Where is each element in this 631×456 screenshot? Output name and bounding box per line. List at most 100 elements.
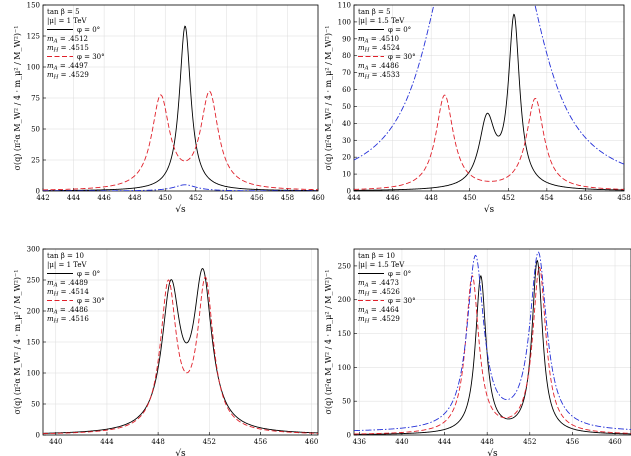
x-tick-label: 456 xyxy=(579,194,593,202)
x-tick-label: 456 xyxy=(250,194,264,202)
y-tick-label: 40 xyxy=(342,120,351,128)
legend-label: mA = .4489 xyxy=(47,279,88,289)
x-tick-label: 440 xyxy=(395,438,408,446)
y-axis-label: σ(q) (π²α M_W² / 4 · m_μ² / M_W²)⁻¹ xyxy=(13,270,22,415)
y-tick-label: 300 xyxy=(27,246,40,254)
y-tick-label: 150 xyxy=(338,330,351,338)
series-line-solid xyxy=(43,25,318,191)
x-tick-label: 454 xyxy=(220,194,234,202)
y-tick-label: 90 xyxy=(342,35,351,43)
y-tick-label: 50 xyxy=(342,103,351,111)
x-axis-label: √s xyxy=(175,448,186,456)
y-tick-label: 100 xyxy=(27,370,40,378)
chart-panel-bottom-left: 440 444 448 452 456 460 0 50 100 150 200 250 300 √s σ(… xyxy=(13,246,319,456)
y-tick-label: 75 xyxy=(31,95,40,103)
y-tick-label: 125 xyxy=(27,33,40,41)
y-tick-label: 80 xyxy=(342,52,351,60)
legend-label: mA = .4497 xyxy=(47,62,88,72)
x-tick-label: 452 xyxy=(203,438,216,446)
legend-label: mA = .4486 xyxy=(358,62,400,72)
y-tick-label: 20 xyxy=(342,154,351,162)
x-tick-label: 452 xyxy=(189,194,202,202)
legend-label: mH = .4524 xyxy=(358,44,400,54)
legend-label: mA = .4486 xyxy=(47,306,89,316)
x-tick-label: 448 xyxy=(480,438,493,446)
y-tick-label: 50 xyxy=(342,398,351,406)
legend-header: |μ| = 1.5 TeV xyxy=(358,261,405,269)
x-tick-label: 448 xyxy=(128,194,141,202)
legend-label: mA = .4510 xyxy=(358,35,399,45)
x-tick-label: 460 xyxy=(305,438,318,446)
y-tick-label: 70 xyxy=(342,69,351,77)
x-tick-label: 456 xyxy=(566,438,580,446)
legend-label: mH = .4516 xyxy=(47,315,89,325)
x-tick-label: 450 xyxy=(463,194,476,202)
y-tick-label: 200 xyxy=(338,296,351,304)
legend-header: tan β = 10 xyxy=(47,252,84,260)
legend-label: mH = .4514 xyxy=(47,288,89,298)
legend-header: |μ| = 1 TeV xyxy=(47,261,88,269)
legend-header: |μ| = 1 TeV xyxy=(47,17,88,25)
x-tick-label: 442 xyxy=(36,194,49,202)
y-axis-label: σ(q) (π²α M_W² / 4 · m_μ² / M_W²)⁻¹ xyxy=(324,270,333,415)
x-axis-label: √s xyxy=(484,204,495,215)
y-tick-label: 100 xyxy=(338,364,351,372)
y-tick-label: 10 xyxy=(342,171,351,179)
legend-label: mH = .4529 xyxy=(358,315,400,325)
y-tick-label: 150 xyxy=(27,339,40,347)
chart-panel-top-right: 444 446 448 450 452 454 456 458 0 10 20 30 40 50 60 70 8… xyxy=(324,2,631,216)
chart-panel-top-left: 442 444 446 448 450 452 454 456 458 460 0 25 50 75 100… xyxy=(13,2,325,216)
y-tick-label: 200 xyxy=(27,308,40,316)
series-line-dashdot xyxy=(43,184,318,191)
legend-label: φ = 30° xyxy=(388,297,416,305)
y-tick-label: 30 xyxy=(342,137,351,145)
x-tick-label: 440 xyxy=(49,438,62,446)
y-tick-label: 110 xyxy=(338,2,351,10)
y-tick-label: 25 xyxy=(31,157,40,165)
x-tick-label: 452 xyxy=(502,194,515,202)
x-tick-label: 444 xyxy=(438,438,452,446)
y-tick-label: 50 xyxy=(31,401,40,409)
x-tick-label: 444 xyxy=(67,194,81,202)
legend-label: φ = 30° xyxy=(77,297,105,305)
legend-label: φ = 0° xyxy=(77,270,100,278)
plot-frame xyxy=(353,248,631,436)
y-tick-label: 0 xyxy=(347,188,351,196)
x-tick-label: 460 xyxy=(311,194,324,202)
x-tick-label: 436 xyxy=(353,438,367,446)
legend-label: φ = 30° xyxy=(77,53,105,61)
legend-label: mH = .4526 xyxy=(358,288,400,298)
plot-frame xyxy=(353,4,625,192)
series-line-solid xyxy=(354,13,624,191)
x-tick-label: 444 xyxy=(347,194,361,202)
y-tick-label: 60 xyxy=(342,86,351,94)
y-axis-label: σ(q) (π²α M_W² / 4 · m_μ² / M_W²)⁻¹ xyxy=(324,26,333,171)
legend-header: tan β = 10 xyxy=(358,252,395,260)
y-tick-label: 250 xyxy=(27,277,40,285)
y-tick-label: 0 xyxy=(36,188,40,196)
legend-label: φ = 0° xyxy=(388,26,411,34)
legend-label: φ = 0° xyxy=(388,270,411,278)
legend-label: φ = 0° xyxy=(77,26,100,34)
legend-label: mA = .4512 xyxy=(47,35,88,45)
y-tick-label: 150 xyxy=(27,2,40,10)
series-line-solid xyxy=(354,259,631,435)
x-tick-label: 458 xyxy=(617,194,630,202)
x-tick-label: 446 xyxy=(386,194,400,202)
x-tick-label: 456 xyxy=(254,438,268,446)
legend-label: mA = .4464 xyxy=(358,306,400,316)
series-line-dashdot xyxy=(354,5,624,165)
legend-label: mA = .4473 xyxy=(358,279,399,289)
x-axis-label: √s xyxy=(175,204,186,215)
series-line-dashed xyxy=(43,90,318,191)
series-line-dashed xyxy=(354,266,631,435)
x-axis-label: √s xyxy=(487,448,498,456)
legend-label: φ = 30° xyxy=(388,53,416,61)
y-tick-label: 50 xyxy=(31,126,40,134)
x-tick-label: 448 xyxy=(151,438,164,446)
